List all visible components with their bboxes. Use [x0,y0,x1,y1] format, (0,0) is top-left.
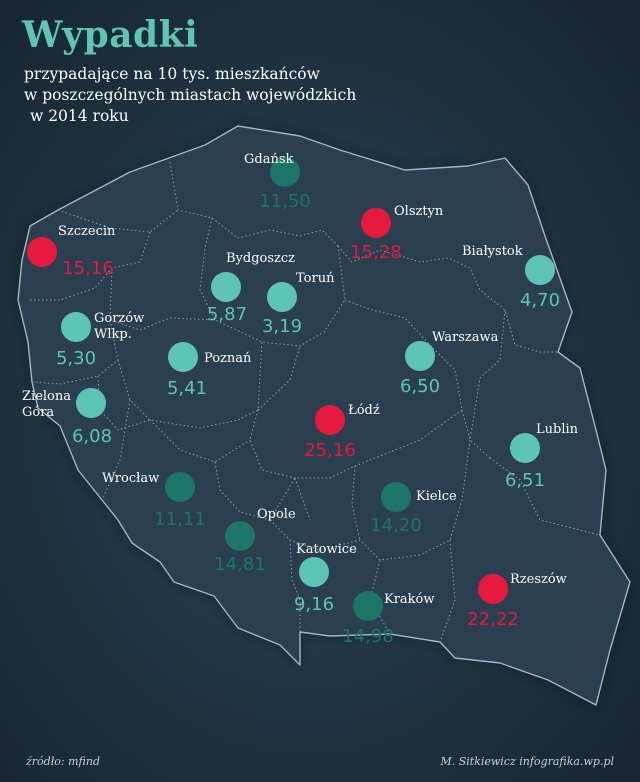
city-name-label: Katowice [296,542,357,557]
city-marker-dot [525,255,555,285]
city-name-label: Łódź [348,403,380,418]
city-kielce: Kielce 14,20 [370,482,457,536]
city-bydgoszcz: Bydgoszcz 5,87 [207,251,295,325]
city-name-label: Poznań [204,351,252,366]
city-marker-dot [211,272,241,302]
city-marker-dot [510,433,540,463]
city-lublin: Lublin 6,51 [505,422,579,491]
city-name-label: Warszawa [432,330,499,345]
city-rzeszow: Rzeszów 22,22 [467,572,567,630]
city-marker-dot [27,237,57,267]
city-value-label: 25,16 [304,440,356,461]
city-name-label: Wrocław [102,471,159,486]
city-name-label: Toruń [296,271,335,286]
city-value-label: 9,16 [294,594,334,615]
city-opole: Opole 14,81 [214,507,296,575]
city-name-label: Opole [257,507,296,522]
city-value-label: 5,30 [56,348,96,369]
city-gorzow: Gorzów Wlkp. 5,30 [56,311,144,369]
city-value-label: 4,70 [520,290,560,311]
city-value-label: 6,50 [400,376,440,397]
city-wroclaw: Wrocław 11,11 [102,471,206,530]
region-borders [30,161,601,643]
subtitle-line: w poszczególnych miastach wojewódzkich [24,86,357,104]
city-poznan: Poznań 5,41 [167,342,252,399]
city-torun: Toruń 3,19 [262,271,335,337]
subtitle-line: przypadające na 10 tys. mieszkańców [24,65,320,83]
page-title: Wypadki [22,14,199,56]
city-bialystok: Białystok 4,70 [462,244,560,311]
source-note: źródło: mfind [26,755,101,768]
city-name-label: Olsztyn [394,204,444,219]
city-krakow: Kraków 14,98 [342,591,435,647]
city-value-label: 14,20 [370,515,422,536]
city-lodz: Łódź 25,16 [304,403,380,461]
city-markers: Gdańsk 11,50 Olsztyn 15,28 Szczecin 15,16 Biał… [22,152,579,647]
credit-note: M. Sitkiewicz infografika.wp.pl [440,755,614,768]
city-warszawa: Warszawa 6,50 [400,330,499,397]
city-name-label: Rzeszów [510,572,567,587]
city-szczecin: Szczecin 15,16 [27,224,116,279]
city-name-label: Kraków [384,592,435,607]
city-marker-dot [165,472,195,502]
subtitle-line: w 2014 roku [30,107,129,125]
city-value-label: 22,22 [467,609,519,630]
city-marker-dot [267,282,297,312]
city-name-label: Bydgoszcz [226,251,295,266]
city-value-label: 3,19 [262,316,302,337]
city-gdansk: Gdańsk 11,50 [244,152,311,212]
city-olsztyn: Olsztyn 15,28 [350,204,444,263]
city-marker-dot [225,521,255,551]
city-marker-dot [381,482,411,512]
city-marker-dot [299,557,329,587]
city-name-label: Zielona Góra [22,389,71,420]
city-name-label: Szczecin [58,224,116,239]
city-value-label: 6,08 [72,426,112,447]
city-name-label: Gdańsk [244,152,294,167]
city-value-label: 14,81 [214,554,266,575]
city-marker-dot [61,312,91,342]
subtitle: przypadające na 10 tys. mieszkańców w po… [24,64,356,127]
city-name-label: Gorzów Wlkp. [94,311,144,342]
city-marker-dot [315,405,345,435]
city-marker-dot [478,574,508,604]
city-marker-dot [270,157,300,187]
city-value-label: 11,50 [259,191,311,212]
city-value-label: 15,28 [350,242,402,263]
city-marker-dot [361,208,391,238]
city-marker-dot [405,341,435,371]
city-name-label: Lublin [536,422,579,437]
city-value-label: 5,41 [167,378,207,399]
city-value-label: 14,98 [342,626,394,647]
city-marker-dot [353,591,383,621]
city-marker-dot [168,342,198,372]
city-marker-dot [76,388,106,418]
city-value-label: 11,11 [154,509,206,530]
city-value-label: 6,51 [505,470,545,491]
city-value-label: 5,87 [207,304,247,325]
city-katowice: Katowice 9,16 [294,542,357,615]
city-value-label: 15,16 [62,258,114,279]
city-name-label: Kielce [416,489,457,504]
city-name-label: Białystok [462,244,523,259]
